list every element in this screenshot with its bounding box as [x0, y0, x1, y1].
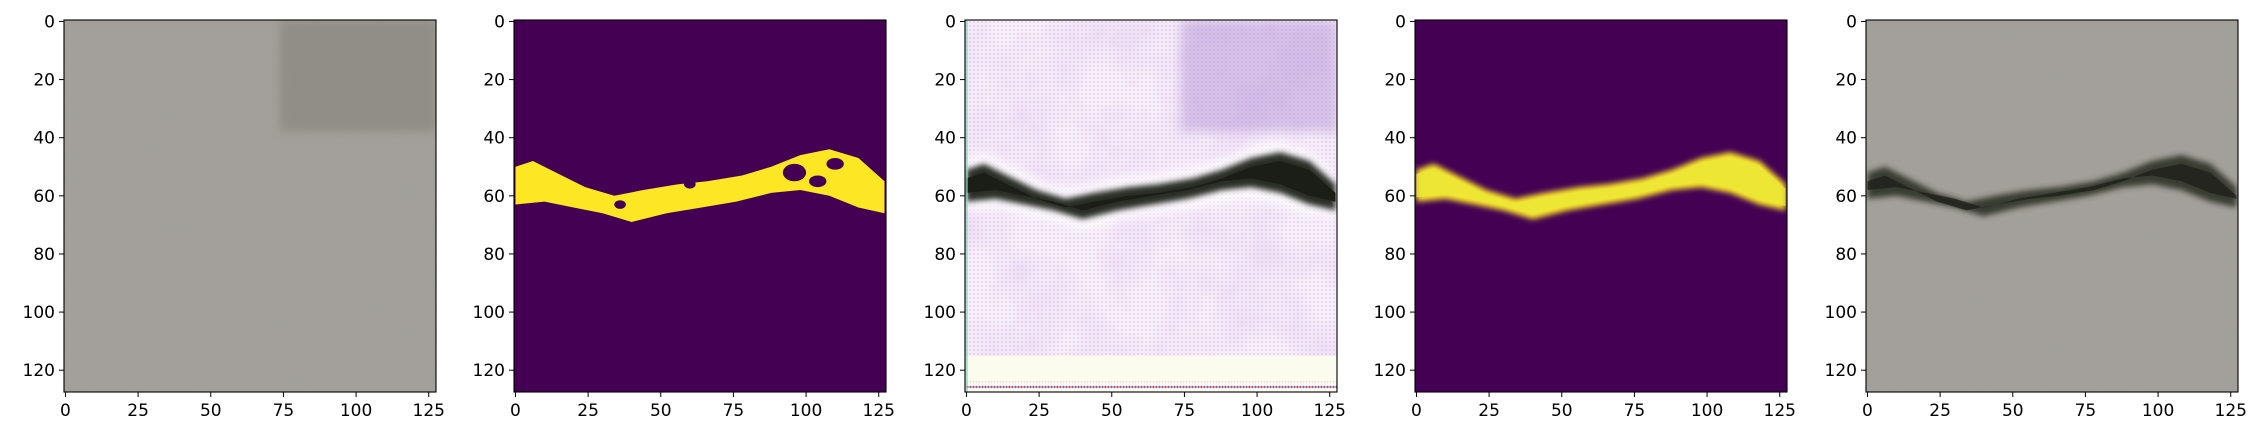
x-tick-label: 100 — [1241, 401, 1273, 421]
generated-texture-panel: 0 25 50 75 100 125 0 20 40 60 80 100 120 — [924, 12, 1346, 421]
predicted-mask-image — [1415, 20, 1787, 392]
target-mask-panel: 0 25 50 75 100 125 0 20 40 60 80 100 120 — [473, 12, 895, 421]
x-tick-label: 50 — [200, 401, 222, 421]
x-tick-label: 0 — [1862, 401, 1873, 421]
y-tick-label: 40 — [1835, 129, 1857, 149]
y-tick-label: 120 — [473, 361, 505, 381]
y-tick-label: 40 — [934, 129, 956, 149]
y-tick-label: 60 — [483, 187, 505, 207]
predicted-mask-panel: 0 25 50 75 100 125 0 20 40 60 80 100 120 — [1374, 12, 1796, 421]
y-tick-label: 120 — [924, 361, 956, 381]
y-tick-label: 0 — [1846, 12, 1857, 32]
x-tick-label: 125 — [863, 401, 895, 421]
y-tick-label: 20 — [33, 71, 55, 91]
y-tick-label: 100 — [473, 303, 505, 323]
y-tick-label: 40 — [1384, 129, 1406, 149]
input-photo-panel: 0 25 50 75 100 125 0 20 40 60 80 100 120 — [23, 12, 445, 421]
x-tick-label: 0 — [510, 401, 521, 421]
y-tick-label: 0 — [945, 12, 956, 32]
axes-frame — [1414, 19, 1788, 393]
x-tick-label: 0 — [60, 401, 71, 421]
composited-photo-panel: 0 25 50 75 100 125 0 20 40 60 80 100 120 — [1825, 12, 2247, 421]
x-tick-label: 50 — [1551, 401, 1573, 421]
y-tick-label: 0 — [44, 12, 55, 32]
x-tick-label: 0 — [1411, 401, 1422, 421]
x-tick-label: 25 — [1028, 401, 1050, 421]
y-tick-label: 20 — [1384, 71, 1406, 91]
target-mask-image — [514, 20, 886, 392]
x-tick-label: 25 — [1929, 401, 1951, 421]
x-tick-label: 75 — [1624, 401, 1646, 421]
x-tick-label: 50 — [2002, 401, 2024, 421]
axes-frame — [63, 19, 437, 393]
y-tick-label: 100 — [1374, 303, 1406, 323]
y-tick-label: 80 — [1384, 245, 1406, 265]
x-tick-label: 125 — [1314, 401, 1346, 421]
y-tick-label: 80 — [1835, 245, 1857, 265]
y-tick-label: 120 — [1825, 361, 1857, 381]
x-tick-label: 125 — [1764, 401, 1796, 421]
y-tick-label: 100 — [924, 303, 956, 323]
y-tick-label: 100 — [23, 303, 55, 323]
y-tick-label: 0 — [494, 12, 505, 32]
y-tick-label: 120 — [23, 361, 55, 381]
x-tick-label: 50 — [1101, 401, 1123, 421]
x-tick-label: 75 — [723, 401, 745, 421]
y-tick-label: 20 — [934, 71, 956, 91]
axes-frame — [964, 19, 1338, 393]
x-tick-label: 100 — [2142, 401, 2174, 421]
y-tick-label: 80 — [33, 245, 55, 265]
y-tick-label: 60 — [934, 187, 956, 207]
x-tick-label: 25 — [577, 401, 599, 421]
x-tick-label: 0 — [961, 401, 972, 421]
y-tick-label: 120 — [1374, 361, 1406, 381]
y-tick-label: 60 — [1835, 187, 1857, 207]
x-tick-label: 100 — [1691, 401, 1723, 421]
y-tick-label: 60 — [33, 187, 55, 207]
y-tick-label: 60 — [1384, 187, 1406, 207]
x-tick-label: 100 — [340, 401, 372, 421]
x-tick-label: 125 — [2215, 401, 2247, 421]
x-tick-label: 125 — [413, 401, 445, 421]
input-photo-image — [64, 20, 436, 392]
x-tick-label: 25 — [1478, 401, 1500, 421]
generated-texture-image — [965, 20, 1337, 392]
y-tick-label: 20 — [1835, 71, 1857, 91]
y-tick-label: 100 — [1825, 303, 1857, 323]
y-tick-label: 80 — [934, 245, 956, 265]
x-tick-label: 50 — [650, 401, 672, 421]
x-tick-label: 100 — [790, 401, 822, 421]
x-tick-label: 75 — [1174, 401, 1196, 421]
axes-frame — [1865, 19, 2239, 393]
y-tick-label: 20 — [483, 71, 505, 91]
y-tick-label: 0 — [1395, 12, 1406, 32]
x-tick-label: 75 — [273, 401, 295, 421]
x-tick-label: 75 — [2075, 401, 2097, 421]
y-tick-label: 40 — [483, 129, 505, 149]
y-tick-label: 40 — [33, 129, 55, 149]
x-tick-label: 25 — [127, 401, 149, 421]
composited-photo-image — [1866, 20, 2238, 392]
y-tick-label: 80 — [483, 245, 505, 265]
axes-frame — [513, 19, 887, 393]
